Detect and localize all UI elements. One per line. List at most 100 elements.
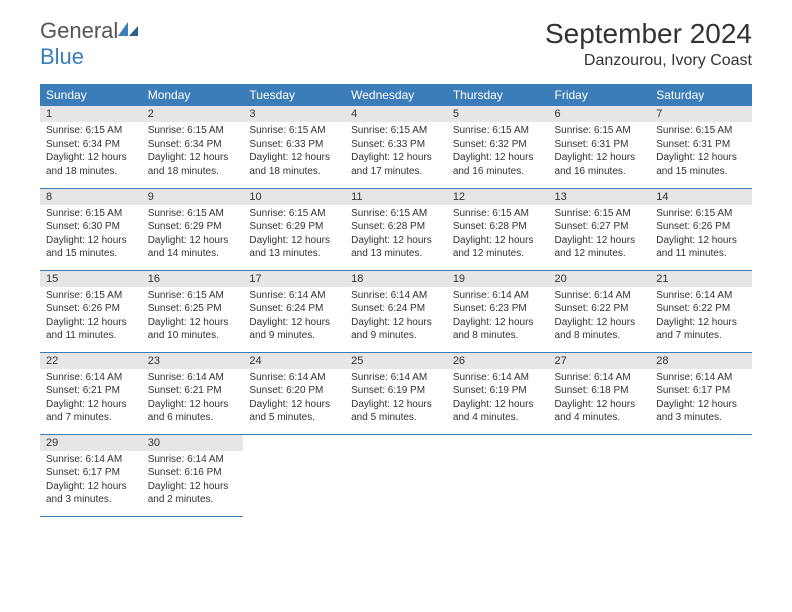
calendar-cell: 29Sunrise: 6:14 AMSunset: 6:17 PMDayligh…	[40, 434, 142, 516]
calendar-cell: 30Sunrise: 6:14 AMSunset: 6:16 PMDayligh…	[142, 434, 244, 516]
day-number: 24	[243, 353, 345, 369]
day-number: 9	[142, 189, 244, 205]
day-details: Sunrise: 6:15 AMSunset: 6:33 PMDaylight:…	[345, 122, 447, 182]
calendar-table: SundayMondayTuesdayWednesdayThursdayFrid…	[40, 84, 752, 517]
day-number: 18	[345, 271, 447, 287]
day-details: Sunrise: 6:15 AMSunset: 6:28 PMDaylight:…	[447, 205, 549, 265]
day-details: Sunrise: 6:15 AMSunset: 6:29 PMDaylight:…	[243, 205, 345, 265]
day-details: Sunrise: 6:15 AMSunset: 6:26 PMDaylight:…	[650, 205, 752, 265]
calendar-cell: 15Sunrise: 6:15 AMSunset: 6:26 PMDayligh…	[40, 270, 142, 352]
calendar-cell: 22Sunrise: 6:14 AMSunset: 6:21 PMDayligh…	[40, 352, 142, 434]
calendar-cell: 21Sunrise: 6:14 AMSunset: 6:22 PMDayligh…	[650, 270, 752, 352]
day-number: 12	[447, 189, 549, 205]
day-details: Sunrise: 6:15 AMSunset: 6:27 PMDaylight:…	[549, 205, 651, 265]
weekday-header: Monday	[142, 84, 244, 106]
calendar-cell	[243, 434, 345, 516]
day-details: Sunrise: 6:15 AMSunset: 6:34 PMDaylight:…	[40, 122, 142, 182]
calendar-cell: 28Sunrise: 6:14 AMSunset: 6:17 PMDayligh…	[650, 352, 752, 434]
day-details: Sunrise: 6:15 AMSunset: 6:32 PMDaylight:…	[447, 122, 549, 182]
logo-text-blue: Blue	[40, 44, 84, 69]
calendar-cell: 13Sunrise: 6:15 AMSunset: 6:27 PMDayligh…	[549, 188, 651, 270]
day-details: Sunrise: 6:14 AMSunset: 6:19 PMDaylight:…	[345, 369, 447, 429]
day-details: Sunrise: 6:14 AMSunset: 6:21 PMDaylight:…	[40, 369, 142, 429]
calendar-cell: 18Sunrise: 6:14 AMSunset: 6:24 PMDayligh…	[345, 270, 447, 352]
day-number: 30	[142, 435, 244, 451]
day-number: 4	[345, 106, 447, 122]
day-number: 5	[447, 106, 549, 122]
weekday-header: Sunday	[40, 84, 142, 106]
day-number: 15	[40, 271, 142, 287]
day-details: Sunrise: 6:14 AMSunset: 6:24 PMDaylight:…	[345, 287, 447, 347]
month-title: September 2024	[545, 18, 752, 50]
calendar-cell	[447, 434, 549, 516]
day-details: Sunrise: 6:14 AMSunset: 6:21 PMDaylight:…	[142, 369, 244, 429]
day-number: 6	[549, 106, 651, 122]
day-details: Sunrise: 6:14 AMSunset: 6:16 PMDaylight:…	[142, 451, 244, 511]
weekday-header: Thursday	[447, 84, 549, 106]
calendar-cell	[650, 434, 752, 516]
calendar-cell: 4Sunrise: 6:15 AMSunset: 6:33 PMDaylight…	[345, 106, 447, 188]
day-number: 20	[549, 271, 651, 287]
day-details: Sunrise: 6:14 AMSunset: 6:20 PMDaylight:…	[243, 369, 345, 429]
day-details: Sunrise: 6:15 AMSunset: 6:34 PMDaylight:…	[142, 122, 244, 182]
calendar-cell: 25Sunrise: 6:14 AMSunset: 6:19 PMDayligh…	[345, 352, 447, 434]
day-details: Sunrise: 6:14 AMSunset: 6:17 PMDaylight:…	[40, 451, 142, 511]
day-number: 16	[142, 271, 244, 287]
calendar-cell: 10Sunrise: 6:15 AMSunset: 6:29 PMDayligh…	[243, 188, 345, 270]
day-number: 10	[243, 189, 345, 205]
calendar-cell: 14Sunrise: 6:15 AMSunset: 6:26 PMDayligh…	[650, 188, 752, 270]
calendar-cell: 1Sunrise: 6:15 AMSunset: 6:34 PMDaylight…	[40, 106, 142, 188]
day-number: 25	[345, 353, 447, 369]
day-number: 27	[549, 353, 651, 369]
calendar-cell	[345, 434, 447, 516]
day-details: Sunrise: 6:14 AMSunset: 6:24 PMDaylight:…	[243, 287, 345, 347]
calendar-cell: 20Sunrise: 6:14 AMSunset: 6:22 PMDayligh…	[549, 270, 651, 352]
day-details: Sunrise: 6:15 AMSunset: 6:25 PMDaylight:…	[142, 287, 244, 347]
day-details: Sunrise: 6:15 AMSunset: 6:29 PMDaylight:…	[142, 205, 244, 265]
calendar-cell: 2Sunrise: 6:15 AMSunset: 6:34 PMDaylight…	[142, 106, 244, 188]
day-details: Sunrise: 6:15 AMSunset: 6:28 PMDaylight:…	[345, 205, 447, 265]
day-number: 13	[549, 189, 651, 205]
calendar-cell: 7Sunrise: 6:15 AMSunset: 6:31 PMDaylight…	[650, 106, 752, 188]
day-details: Sunrise: 6:14 AMSunset: 6:17 PMDaylight:…	[650, 369, 752, 429]
day-number: 3	[243, 106, 345, 122]
day-number: 14	[650, 189, 752, 205]
calendar-cell: 11Sunrise: 6:15 AMSunset: 6:28 PMDayligh…	[345, 188, 447, 270]
calendar-cell: 26Sunrise: 6:14 AMSunset: 6:19 PMDayligh…	[447, 352, 549, 434]
calendar-cell: 23Sunrise: 6:14 AMSunset: 6:21 PMDayligh…	[142, 352, 244, 434]
day-number: 21	[650, 271, 752, 287]
day-details: Sunrise: 6:14 AMSunset: 6:18 PMDaylight:…	[549, 369, 651, 429]
weekday-header: Saturday	[650, 84, 752, 106]
day-number: 28	[650, 353, 752, 369]
day-details: Sunrise: 6:14 AMSunset: 6:22 PMDaylight:…	[549, 287, 651, 347]
location-title: Danzourou, Ivory Coast	[545, 52, 752, 70]
day-details: Sunrise: 6:15 AMSunset: 6:31 PMDaylight:…	[650, 122, 752, 182]
calendar-cell: 16Sunrise: 6:15 AMSunset: 6:25 PMDayligh…	[142, 270, 244, 352]
day-details: Sunrise: 6:15 AMSunset: 6:33 PMDaylight:…	[243, 122, 345, 182]
calendar-cell: 12Sunrise: 6:15 AMSunset: 6:28 PMDayligh…	[447, 188, 549, 270]
day-number: 19	[447, 271, 549, 287]
calendar-cell: 6Sunrise: 6:15 AMSunset: 6:31 PMDaylight…	[549, 106, 651, 188]
logo: General Blue	[40, 18, 140, 70]
calendar-cell: 24Sunrise: 6:14 AMSunset: 6:20 PMDayligh…	[243, 352, 345, 434]
day-details: Sunrise: 6:15 AMSunset: 6:31 PMDaylight:…	[549, 122, 651, 182]
calendar-cell: 27Sunrise: 6:14 AMSunset: 6:18 PMDayligh…	[549, 352, 651, 434]
calendar-cell: 17Sunrise: 6:14 AMSunset: 6:24 PMDayligh…	[243, 270, 345, 352]
calendar-cell: 3Sunrise: 6:15 AMSunset: 6:33 PMDaylight…	[243, 106, 345, 188]
day-details: Sunrise: 6:14 AMSunset: 6:19 PMDaylight:…	[447, 369, 549, 429]
weekday-header: Tuesday	[243, 84, 345, 106]
day-number: 17	[243, 271, 345, 287]
logo-sail-icon	[118, 18, 140, 44]
calendar-cell: 8Sunrise: 6:15 AMSunset: 6:30 PMDaylight…	[40, 188, 142, 270]
calendar-cell	[549, 434, 651, 516]
day-number: 29	[40, 435, 142, 451]
day-details: Sunrise: 6:14 AMSunset: 6:23 PMDaylight:…	[447, 287, 549, 347]
weekday-header: Wednesday	[345, 84, 447, 106]
day-number: 23	[142, 353, 244, 369]
calendar-cell: 9Sunrise: 6:15 AMSunset: 6:29 PMDaylight…	[142, 188, 244, 270]
day-details: Sunrise: 6:14 AMSunset: 6:22 PMDaylight:…	[650, 287, 752, 347]
weekday-header: Friday	[549, 84, 651, 106]
day-number: 2	[142, 106, 244, 122]
day-number: 22	[40, 353, 142, 369]
calendar-cell: 19Sunrise: 6:14 AMSunset: 6:23 PMDayligh…	[447, 270, 549, 352]
